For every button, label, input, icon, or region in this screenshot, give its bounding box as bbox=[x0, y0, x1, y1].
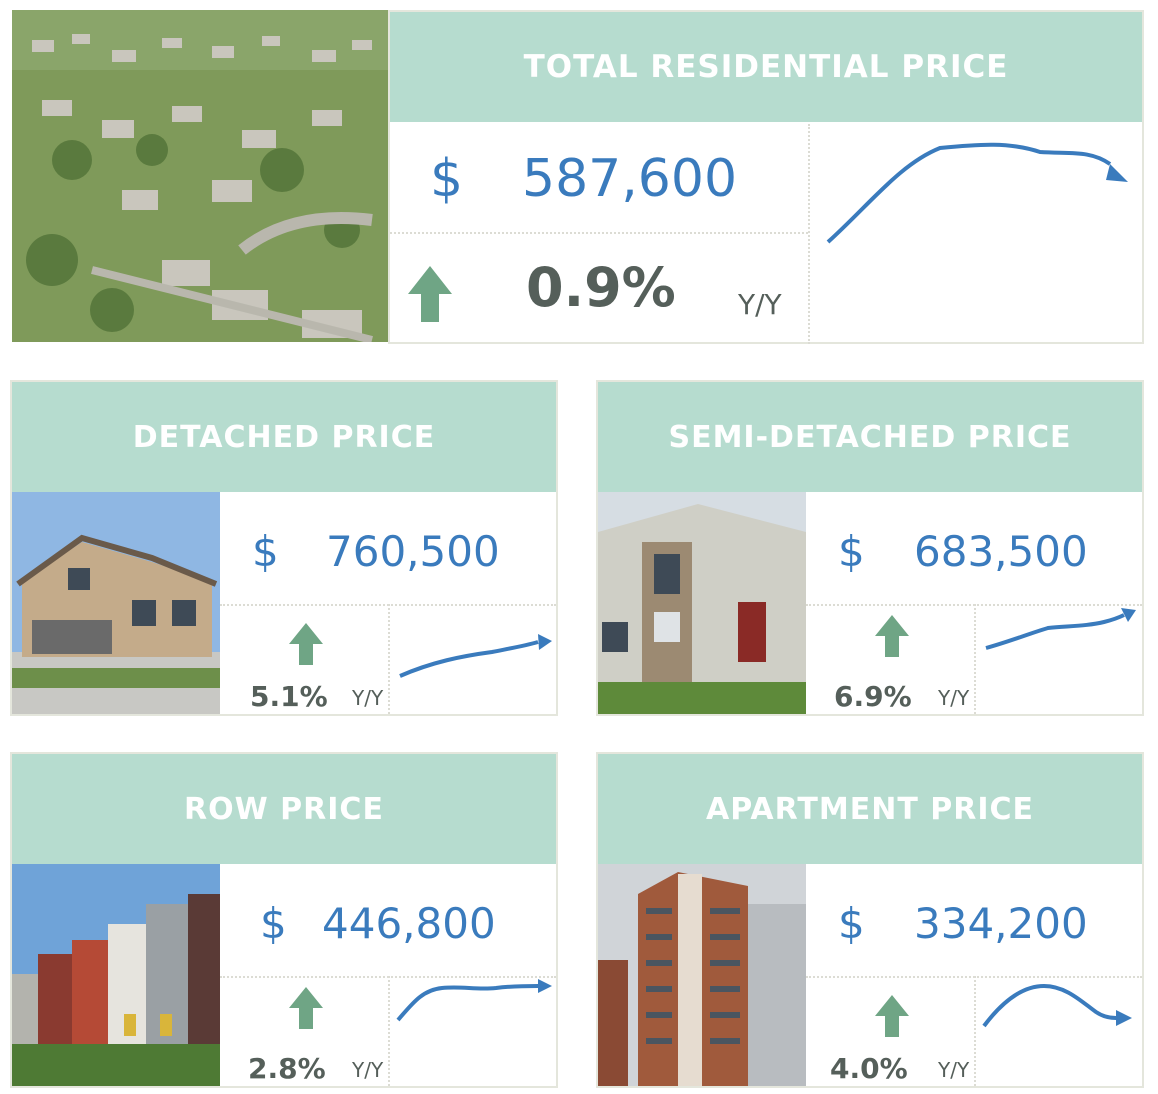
trend-line-chart bbox=[396, 979, 552, 1022]
price-amount: 334,200 bbox=[914, 898, 1088, 948]
trend-line-chart bbox=[982, 983, 1132, 1028]
card-title: SEMI-DETACHED PRICE bbox=[668, 419, 1072, 455]
up-arrow-icon bbox=[408, 266, 452, 322]
currency-symbol: $ bbox=[838, 526, 865, 576]
total-residential-card: TOTAL RESIDENTIAL PRICE $ 587,600 0.9% Y… bbox=[388, 10, 1144, 344]
trend-line-chart bbox=[826, 142, 1128, 244]
card-header: APARTMENT PRICE bbox=[598, 754, 1142, 864]
price-value: $ 587,600 bbox=[430, 132, 737, 226]
price-value: $ 446,800 bbox=[260, 876, 496, 970]
card-header: ROW PRICE bbox=[12, 754, 556, 864]
suburban-aerial-photo bbox=[12, 10, 388, 342]
period-label: Y/Y bbox=[738, 288, 782, 321]
currency-symbol: $ bbox=[260, 898, 287, 948]
price-value: $ 683,500 bbox=[838, 504, 1088, 598]
up-arrow-icon bbox=[875, 615, 909, 657]
period-label: Y/Y bbox=[938, 686, 970, 710]
trend-line-chart bbox=[985, 608, 1136, 650]
card-header: TOTAL RESIDENTIAL PRICE bbox=[390, 12, 1142, 122]
row-card: ROW PRICE $ 446,800 2.8% Y/Y bbox=[10, 752, 558, 1088]
price-amount: 683,500 bbox=[914, 526, 1088, 576]
card-header: DETACHED PRICE bbox=[12, 382, 556, 492]
card-title: DETACHED PRICE bbox=[132, 419, 436, 455]
semi-detached-card: SEMI-DETACHED PRICE $ 683,500 6.9% Y/Y bbox=[596, 380, 1144, 716]
price-value: $ 334,200 bbox=[838, 876, 1088, 970]
detached-house-photo bbox=[12, 492, 220, 714]
card-header: SEMI-DETACHED PRICE bbox=[598, 382, 1142, 492]
up-arrow-icon bbox=[289, 623, 323, 665]
change-percent: 4.0% bbox=[830, 1052, 908, 1085]
price-amount: 587,600 bbox=[522, 149, 738, 209]
card-title: TOTAL RESIDENTIAL PRICE bbox=[523, 49, 1009, 85]
currency-symbol: $ bbox=[252, 526, 279, 576]
up-arrow-icon bbox=[289, 987, 323, 1029]
change-percent: 6.9% bbox=[834, 680, 912, 713]
detached-card: DETACHED PRICE $ 760,500 5.1% Y/Y bbox=[10, 380, 558, 716]
currency-symbol: $ bbox=[430, 149, 464, 209]
trend-line-chart bbox=[399, 634, 552, 678]
period-label: Y/Y bbox=[352, 1058, 384, 1082]
price-value: $ 760,500 bbox=[252, 504, 500, 598]
up-arrow-icon bbox=[875, 995, 909, 1037]
price-amount: 446,800 bbox=[322, 898, 496, 948]
change-percent: 5.1% bbox=[250, 680, 328, 713]
semi-detached-house-photo bbox=[598, 492, 806, 714]
change-percent: 2.8% bbox=[248, 1052, 326, 1085]
apartment-tower-photo bbox=[598, 864, 806, 1086]
card-title: APARTMENT PRICE bbox=[705, 791, 1034, 827]
price-amount: 760,500 bbox=[326, 526, 500, 576]
apartment-card: APARTMENT PRICE $ 334,200 4.0% Y/Y bbox=[596, 752, 1144, 1088]
currency-symbol: $ bbox=[838, 898, 865, 948]
change-percent: 0.9% bbox=[526, 256, 676, 319]
period-label: Y/Y bbox=[938, 1058, 970, 1082]
card-title: ROW PRICE bbox=[184, 791, 384, 827]
period-label: Y/Y bbox=[352, 686, 384, 710]
row-houses-photo bbox=[12, 864, 220, 1086]
